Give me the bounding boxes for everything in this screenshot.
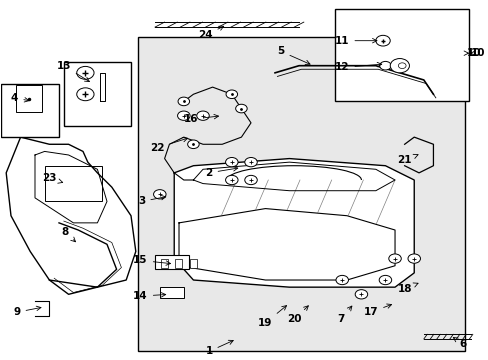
Text: 18: 18: [397, 283, 417, 294]
Circle shape: [244, 175, 257, 185]
Text: 10: 10: [470, 48, 485, 58]
Text: 2: 2: [205, 167, 237, 178]
Text: 12: 12: [334, 62, 381, 72]
Text: 16: 16: [183, 114, 218, 124]
Text: 3: 3: [138, 195, 165, 206]
Text: 10: 10: [466, 48, 481, 58]
Text: 23: 23: [42, 173, 62, 183]
Text: 24: 24: [198, 26, 223, 40]
Circle shape: [407, 254, 420, 263]
Text: 20: 20: [286, 306, 308, 324]
Text: 8: 8: [61, 227, 75, 242]
Circle shape: [389, 59, 408, 73]
Bar: [1, 84, 59, 137]
Bar: [155, 255, 188, 269]
Circle shape: [196, 111, 209, 120]
Text: 11: 11: [334, 36, 376, 46]
Bar: [63, 62, 131, 126]
Bar: [160, 287, 183, 298]
Circle shape: [354, 290, 367, 299]
Circle shape: [77, 66, 94, 79]
Bar: [161, 258, 167, 267]
Text: 19: 19: [258, 306, 286, 328]
Text: 9: 9: [14, 306, 41, 317]
Text: 22: 22: [150, 138, 187, 153]
Circle shape: [225, 157, 238, 167]
Circle shape: [225, 90, 237, 99]
Circle shape: [388, 254, 401, 263]
Circle shape: [378, 275, 391, 285]
Circle shape: [398, 63, 405, 68]
Bar: [44, 166, 102, 202]
Bar: [175, 258, 182, 267]
Circle shape: [187, 140, 199, 149]
Circle shape: [375, 35, 389, 46]
Circle shape: [77, 88, 94, 101]
Circle shape: [335, 275, 348, 285]
Text: 13: 13: [57, 61, 89, 82]
Text: 1: 1: [205, 340, 233, 356]
Circle shape: [225, 175, 238, 185]
Bar: [189, 258, 196, 267]
Circle shape: [244, 157, 257, 167]
Text: 14: 14: [133, 291, 165, 301]
Text: 17: 17: [363, 304, 391, 317]
Bar: [334, 9, 468, 102]
Polygon shape: [174, 158, 413, 287]
Bar: [138, 37, 464, 351]
Text: 4: 4: [11, 93, 29, 103]
Bar: [16, 85, 42, 112]
Circle shape: [153, 190, 166, 199]
Text: 21: 21: [397, 154, 417, 165]
Circle shape: [177, 111, 190, 120]
Circle shape: [178, 97, 189, 106]
Text: 5: 5: [277, 46, 309, 64]
Polygon shape: [179, 208, 394, 280]
Circle shape: [235, 104, 246, 113]
Text: 6: 6: [452, 337, 466, 349]
Text: 15: 15: [133, 255, 170, 265]
Text: 7: 7: [337, 306, 351, 324]
Circle shape: [379, 62, 390, 70]
